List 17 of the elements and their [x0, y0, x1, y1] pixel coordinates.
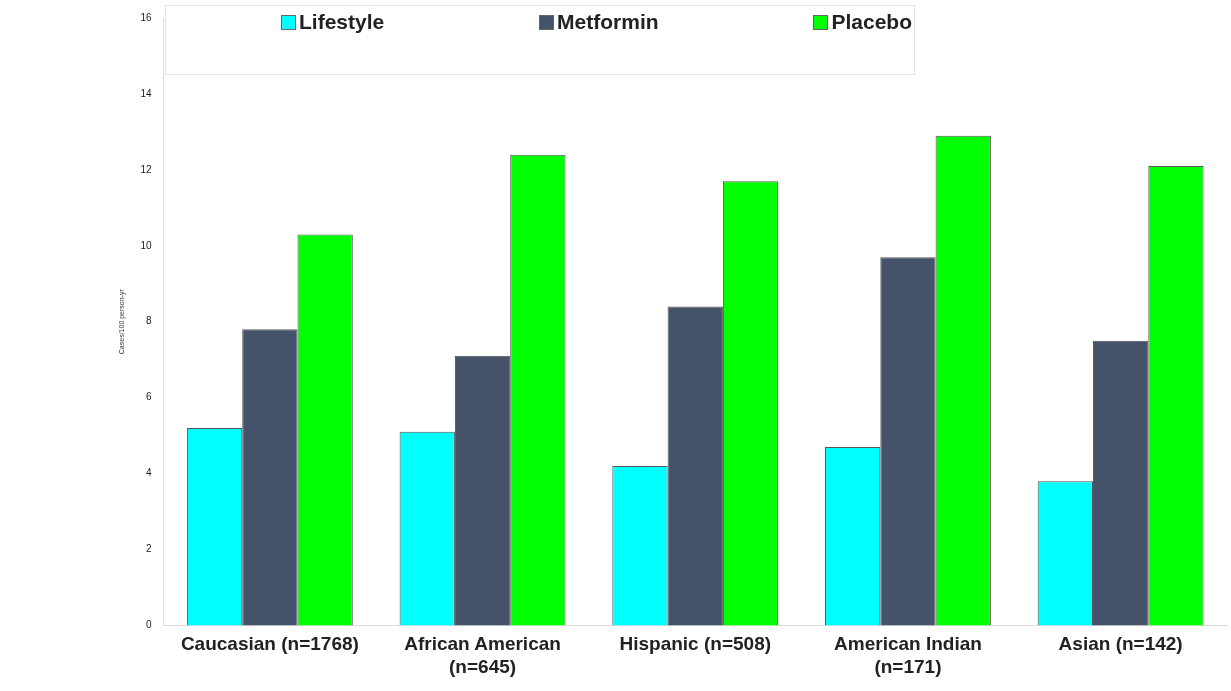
x-tick-label: American Indian (n=171): [834, 633, 982, 677]
y-tick-label: 12: [140, 163, 152, 175]
y-tick-label: 16: [140, 11, 152, 23]
y-tick-label: 14: [140, 87, 152, 99]
x-tick-label: Caucasian (n=1768): [180, 633, 359, 655]
x-tick-label: Hispanic (n=508): [619, 633, 772, 655]
legend-label: Placebo: [830, 10, 912, 34]
x-tick-label: African American (n=645): [404, 633, 561, 677]
y-tick-label: 0: [145, 619, 152, 631]
y-tick-label: 8: [145, 315, 152, 327]
legend-label: Lifestyle: [298, 10, 385, 34]
y-tick-label: 6: [145, 391, 152, 403]
legend-label: Metformin: [556, 10, 659, 34]
y-tick-label: 4: [145, 467, 152, 479]
y-tick-label: 10: [140, 239, 152, 251]
x-tick-label: Asian (n=142): [1058, 633, 1183, 655]
y-tick-label: 2: [145, 543, 152, 555]
